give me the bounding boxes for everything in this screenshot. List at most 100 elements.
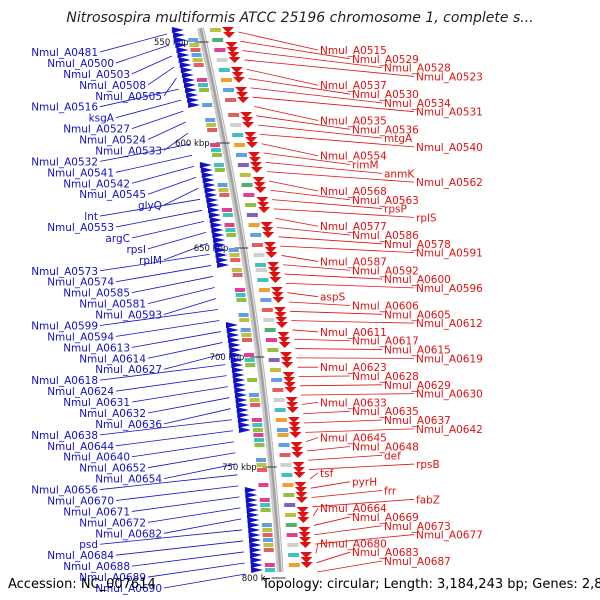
gene-arrow <box>253 182 266 188</box>
leader-line <box>259 134 415 148</box>
leader-line <box>275 217 319 227</box>
gene-block <box>222 213 233 217</box>
leader-line <box>298 375 351 377</box>
leader-line <box>312 498 415 508</box>
gene-arrow <box>228 337 241 343</box>
leader-line <box>291 320 415 324</box>
gene-label: Nmul_A0568 <box>320 186 387 198</box>
gene-arrow <box>248 532 261 538</box>
gene-block <box>263 318 275 322</box>
gene-arrow <box>200 167 213 173</box>
gene-arrow <box>223 32 236 38</box>
gene-block <box>278 443 290 447</box>
leader-line <box>317 560 383 573</box>
gene-label: Nmul_A0586 <box>352 230 419 242</box>
leader-line <box>258 124 383 139</box>
gene-arrow <box>228 342 241 348</box>
tick-label: 800 k <box>242 574 266 584</box>
leader-line <box>99 254 210 272</box>
gene-arrow <box>213 242 226 248</box>
leader-line <box>147 121 186 140</box>
leader-line <box>283 264 351 271</box>
leader-line <box>163 408 231 425</box>
gene-arrow <box>201 172 214 178</box>
gene-label: Nmul_A0680 <box>320 538 387 550</box>
gene-label: Nmul_A0690 <box>95 583 162 595</box>
gene-label: Nmul_A0644 <box>47 441 114 453</box>
gene-block <box>243 193 255 197</box>
gene-block <box>262 538 273 542</box>
gene-block <box>284 503 296 507</box>
gene-arrow <box>291 447 304 453</box>
gene-label: Nmul_A0530 <box>352 89 419 101</box>
gene-label: lnt <box>84 211 98 223</box>
gene-arrow <box>249 542 262 548</box>
gene-label: Nmul_A0537 <box>320 80 387 92</box>
map-title: Nitrosospira multiformis ATCC 25196 chro… <box>66 10 533 26</box>
gene-block <box>231 268 242 272</box>
leader-line <box>147 342 223 359</box>
gene-label: Nmul_A0533 <box>95 145 162 157</box>
gene-block <box>269 368 281 372</box>
gene-arrow <box>227 332 240 338</box>
gene-arrow <box>249 547 262 553</box>
gene-block <box>192 58 203 62</box>
gene-label: Nmul_A0524 <box>79 135 146 147</box>
gene-block <box>265 568 276 572</box>
gene-arrow <box>286 407 299 413</box>
gene-block <box>263 543 274 547</box>
gene-arrow <box>277 332 290 338</box>
gene-arrow <box>254 187 267 193</box>
gene-label: Nmul_A0614 <box>79 353 146 365</box>
gene-label: Nmul_A0633 <box>320 397 387 409</box>
gene-label: Nmul_A0670 <box>47 495 114 507</box>
gene-block <box>230 123 242 127</box>
leader-line <box>295 348 383 350</box>
gene-label: Nmul_A0573 <box>31 266 98 278</box>
gene-label: Nmul_A0536 <box>352 124 419 136</box>
gene-arrow <box>296 507 309 513</box>
gene-arrow <box>241 117 254 123</box>
gene-block <box>262 533 273 537</box>
leader-line <box>256 115 351 130</box>
gene-label: Nmul_A0606 <box>352 301 419 313</box>
gene-arrow <box>232 372 245 378</box>
leader-line <box>280 245 415 254</box>
gene-block <box>280 463 292 467</box>
gene-label: Nmul_A0599 <box>31 320 98 332</box>
gene-block <box>212 153 223 157</box>
gene-arrow <box>238 427 251 433</box>
gene-block <box>211 148 222 152</box>
gene-arrow <box>211 227 224 233</box>
leader-line <box>115 430 234 447</box>
gene-block <box>223 88 235 92</box>
gene-label: Nmul_A0672 <box>79 517 146 529</box>
gene-arrow <box>256 197 269 203</box>
gene-block <box>260 298 272 302</box>
gene-label: Nmul_A0578 <box>384 239 451 251</box>
gene-block <box>230 258 241 262</box>
gene-label: Nmul_A0689 <box>79 572 146 584</box>
gene-arrow <box>231 362 244 368</box>
gene-arrow <box>174 37 187 43</box>
gene-arrow <box>251 567 264 573</box>
gene-block <box>275 418 287 422</box>
gene-arrow <box>185 87 198 93</box>
leader-line <box>99 33 167 53</box>
gene-block <box>285 513 297 517</box>
leader-line <box>312 507 319 517</box>
gene-label: Nmul_A0613 <box>63 342 130 354</box>
gene-arrow <box>282 372 295 378</box>
gene-arrow <box>180 67 193 73</box>
gene-block <box>234 288 245 292</box>
gene-block <box>266 338 278 342</box>
gene-label: Nmul_A0527 <box>63 124 130 136</box>
gene-block <box>260 508 271 512</box>
gene-arrow <box>287 417 300 423</box>
gene-block <box>237 163 249 167</box>
gene-arrow <box>288 427 301 433</box>
gene-block <box>257 468 268 472</box>
leader-line <box>115 265 212 283</box>
gene-block <box>252 428 263 432</box>
